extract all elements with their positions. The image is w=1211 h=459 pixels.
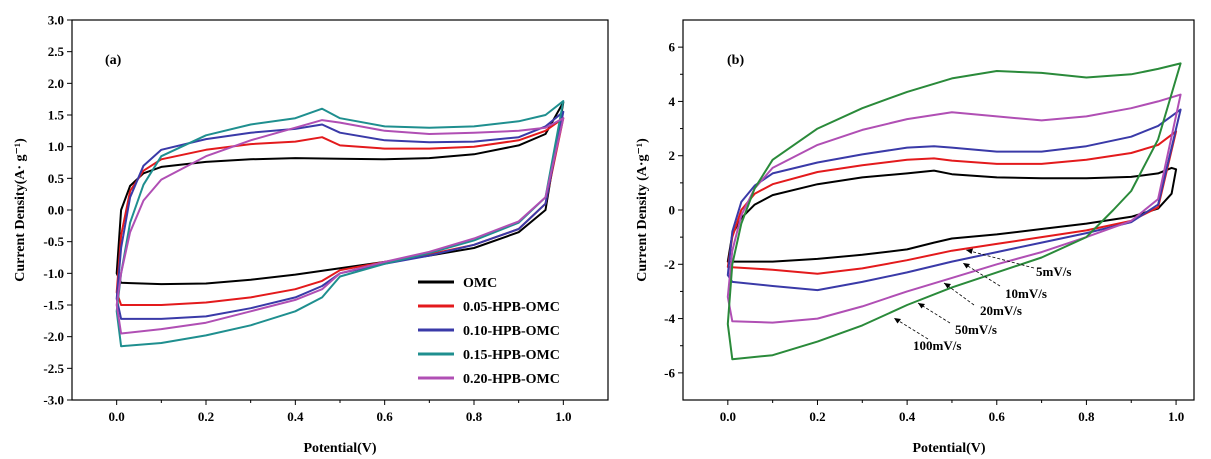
legend-label-omc: OMC — [463, 276, 497, 291]
series-line-a-0-05-hpb-omc — [115, 117, 565, 306]
annotation-50mvs: 50mV/s — [917, 302, 997, 337]
series-line-b-50mv-s — [726, 93, 1182, 324]
y-tick-label-a: -3.0 — [43, 393, 64, 408]
x-tick-label-b: 0.6 — [989, 409, 1006, 424]
arrowhead-5mvs — [966, 248, 973, 254]
legend-label-010: 0.10-HPB-OMC — [463, 324, 560, 339]
annotation-arrow-5mvs — [965, 249, 1035, 269]
series-line-a-omc — [115, 101, 565, 286]
y-tick-label-b: 0 — [669, 203, 676, 218]
x-axis-title-b: Potential(V) — [912, 441, 985, 456]
legend-a: OMC 0.05-HPB-OMC 0.10-HPB-OMC 0.15-HPB-O… — [418, 276, 560, 387]
y-tick-label-b: 2 — [669, 148, 676, 163]
x-ticks-a: 0.0 0.2 0.4 0.6 0.8 1.0 — [109, 400, 571, 424]
y-ticks-b: -6 -4 -2 0 2 4 6 — [664, 40, 683, 380]
x-tick-label-b: 1.0 — [1168, 409, 1184, 424]
annotation-label-20mvs: 20mV/s — [980, 303, 1022, 318]
y-axis-title-b: Current Density (A·g⁻¹) — [635, 138, 650, 282]
x-tick-label-b: 0.8 — [1078, 409, 1095, 424]
arrowhead-20mvs — [944, 283, 951, 289]
legend-item-omc: OMC — [418, 276, 497, 291]
arrowhead-100mvs — [894, 318, 901, 324]
x-tick-label-a: 1.0 — [555, 409, 571, 424]
annotation-100mvs: 100mV/s — [893, 317, 961, 353]
y-tick-label-a: 0.0 — [48, 203, 64, 218]
annotation-arrow-50mvs — [917, 302, 951, 324]
annotation-10mvs: 10mV/s — [962, 262, 1047, 301]
x-tick-label-a: 0.2 — [198, 409, 214, 424]
y-tick-label-a: 1.0 — [48, 139, 64, 154]
y-tick-label-b: 4 — [669, 94, 676, 109]
series-line-a-0-15-hpb-omc — [115, 100, 565, 348]
y-tick-label-a: -0.5 — [43, 234, 64, 249]
series-line-b-100mv-s — [726, 62, 1182, 361]
annotation-arrow-10mvs — [962, 262, 1001, 287]
y-tick-label-b: -4 — [664, 311, 675, 326]
series-group-b — [726, 62, 1182, 361]
scan-rate-annotations: 5mV/s 10mV/s 20mV/s 50mV/s 100mV/s — [893, 248, 1071, 353]
annotation-label-5mvs: 5mV/s — [1036, 264, 1071, 279]
annotation-arrow-100mvs — [893, 317, 929, 340]
y-axis-title-a: Current Density(A· g⁻¹) — [13, 138, 28, 282]
y-tick-label-a: 3.0 — [48, 13, 64, 28]
series-line-b-20mv-s — [726, 108, 1182, 292]
panel-label-b: (b) — [727, 53, 744, 68]
x-tick-label-a: 0.4 — [287, 409, 304, 424]
legend-item-020: 0.20-HPB-OMC — [418, 372, 560, 387]
y-tick-label-b: 6 — [669, 40, 676, 55]
annotation-5mvs: 5mV/s — [965, 248, 1071, 279]
panel-label-a: (a) — [105, 53, 122, 68]
series-group-a — [115, 100, 565, 348]
series-line-a-0-20-hpb-omc — [115, 117, 565, 335]
legend-item-015: 0.15-HPB-OMC — [418, 348, 560, 363]
x-tick-label-a: 0.8 — [466, 409, 483, 424]
y-tick-label-a: -1.5 — [43, 298, 64, 313]
annotation-label-10mvs: 10mV/s — [1005, 286, 1047, 301]
y-tick-label-b: -6 — [664, 365, 675, 380]
y-tick-label-a: -2.5 — [43, 361, 64, 376]
annotation-label-100mvs: 100mV/s — [913, 338, 961, 353]
y-tick-label-a: 1.5 — [48, 108, 65, 123]
y-tick-label-b: -2 — [664, 257, 675, 272]
chart-panel-b: 0.0 0.2 0.4 0.6 0.8 1.0 -6 -4 -2 0 2 4 6 (b) Potent… — [635, 19, 1195, 456]
legend-item-005: 0.05-HPB-OMC — [418, 300, 560, 315]
x-ticks-b: 0.0 0.2 0.4 0.6 0.8 1.0 — [720, 400, 1184, 424]
legend-label-015: 0.15-HPB-OMC — [463, 348, 560, 363]
y-tick-label-a: 2.5 — [48, 44, 65, 59]
y-tick-label-a: -1.0 — [43, 266, 64, 281]
x-tick-label-b: 0.4 — [899, 409, 916, 424]
legend-label-005: 0.05-HPB-OMC — [463, 300, 560, 315]
annotation-20mvs: 20mV/s — [943, 282, 1022, 318]
y-tick-label-a: 2.0 — [48, 76, 64, 91]
annotation-label-50mvs: 50mV/s — [955, 322, 997, 337]
x-tick-label-a: 0.6 — [377, 409, 394, 424]
series-line-b-10mv-s — [726, 130, 1178, 275]
x-tick-label-b: 0.2 — [809, 409, 825, 424]
chart-panel-a: 0.0 0.2 0.4 0.6 0.8 1.0 -3.0-2.5-2.0-1.5-1.0-… — [13, 13, 609, 456]
x-tick-label-b: 0.0 — [720, 409, 736, 424]
arrowhead-10mvs — [963, 263, 970, 269]
x-axis-title-a: Potential(V) — [303, 441, 376, 456]
y-tick-label-a: 0.5 — [48, 171, 65, 186]
y-ticks-a: -3.0 -2.5 -2.0 -1.5 -1.0 -0.5 0.0 0.5 1.0 1.5 2.0 2… — [43, 13, 72, 408]
y-tick-label-a: -2.0 — [43, 329, 64, 344]
x-tick-label-a: 0.0 — [109, 409, 125, 424]
annotation-arrow-20mvs — [943, 282, 975, 306]
legend-label-020: 0.20-HPB-OMC — [463, 372, 560, 387]
legend-item-010: 0.10-HPB-OMC — [418, 324, 560, 339]
arrowhead-50mvs — [918, 303, 925, 309]
